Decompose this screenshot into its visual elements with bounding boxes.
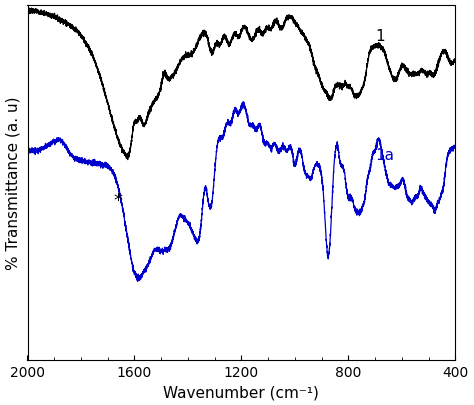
Text: *: * — [114, 191, 123, 209]
Y-axis label: % Transmittance (a. u): % Transmittance (a. u) — [6, 96, 20, 269]
Text: 1: 1 — [375, 28, 385, 43]
Text: 1a: 1a — [375, 148, 394, 163]
X-axis label: Wavenumber (cm⁻¹): Wavenumber (cm⁻¹) — [164, 384, 319, 399]
